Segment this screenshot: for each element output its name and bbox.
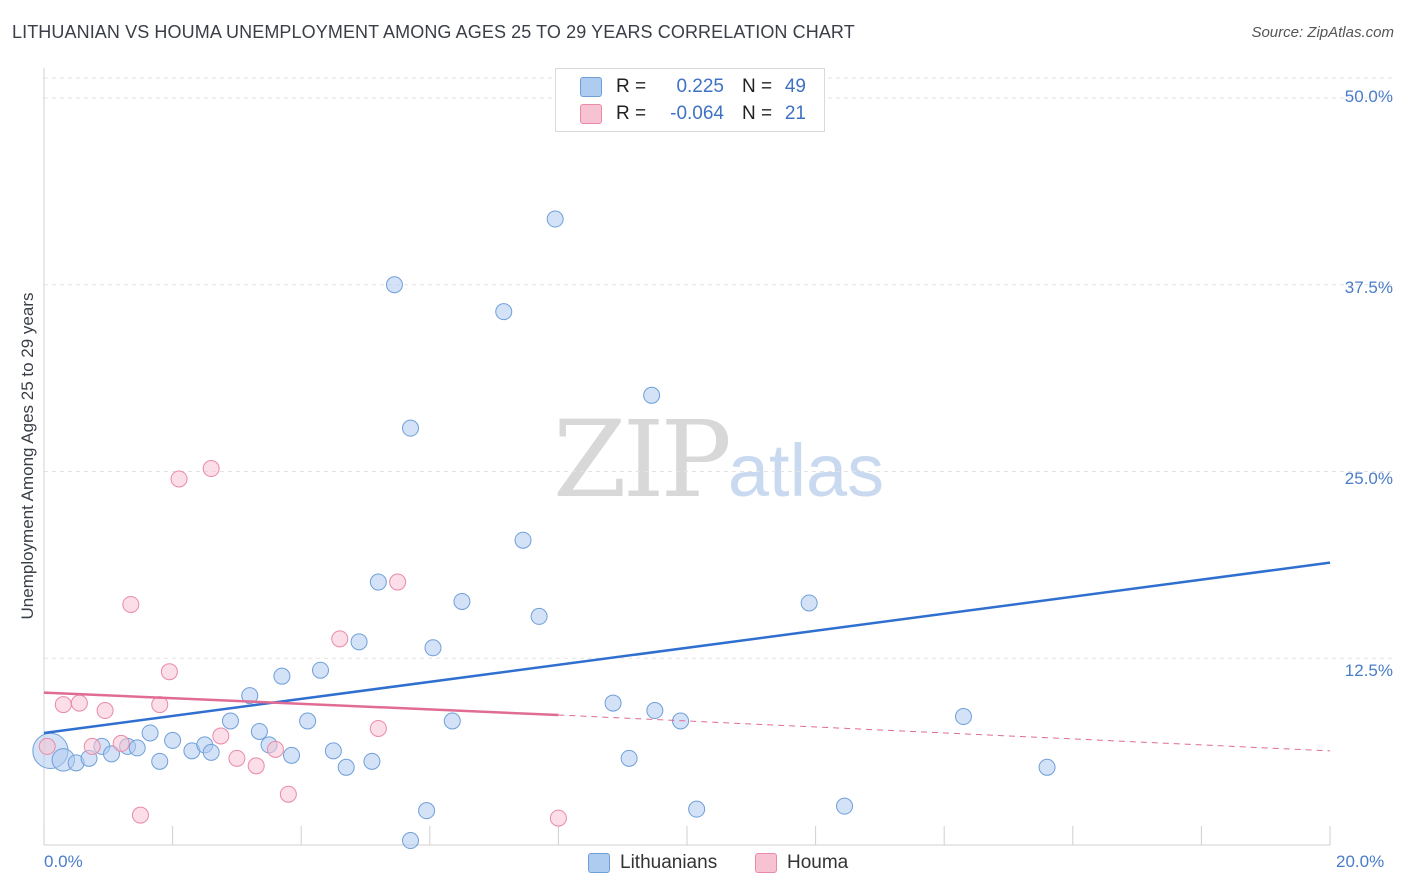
- legend-n-value: 21: [784, 103, 806, 124]
- houma-point: [331, 630, 349, 648]
- lithuanian-point: [1038, 758, 1056, 776]
- lithuanian-point: [620, 749, 638, 767]
- lithuanian-point: [530, 607, 548, 625]
- legend-swatch: [755, 853, 777, 873]
- houma-point: [83, 737, 101, 755]
- houma-point: [170, 470, 188, 488]
- chart-title: LITHUANIAN VS HOUMA UNEMPLOYMENT AMONG A…: [12, 22, 855, 42]
- lithuanian-point: [273, 667, 291, 685]
- houma-point: [131, 806, 149, 824]
- lithuanian-point: [604, 694, 622, 712]
- houma-point: [70, 694, 88, 712]
- x-tick-label: 20.0%: [1336, 852, 1385, 871]
- bottom-legend-lithuanians: Lithuanians: [588, 852, 717, 874]
- houma-point: [54, 696, 72, 714]
- lithuanian-point: [646, 702, 664, 720]
- legend-label: Houma: [787, 852, 849, 873]
- y-tick-label: 12.5%: [1344, 661, 1393, 680]
- lithuanian-point: [151, 752, 169, 770]
- houma-trend-line: [43, 691, 559, 717]
- legend-swatch: [580, 77, 602, 97]
- lithuanian-point: [299, 712, 317, 730]
- houma-point: [160, 663, 178, 681]
- houma-point: [96, 702, 114, 720]
- watermark: ZIPatlas: [553, 398, 884, 521]
- lithuanian-point: [103, 745, 121, 763]
- lithuanian-point: [643, 386, 661, 404]
- legend-r-label: R =: [616, 76, 647, 97]
- lithuanian-point: [164, 731, 182, 749]
- lithuanian-point: [424, 639, 442, 657]
- lithuanian-point: [514, 531, 532, 549]
- lithuanian-point: [202, 743, 220, 761]
- lithuanian-point: [311, 661, 329, 679]
- lithuanian-point: [385, 276, 403, 294]
- x-tick-label: 0.0%: [44, 852, 83, 871]
- lithuanian-point: [337, 758, 355, 776]
- houma-point: [369, 719, 387, 737]
- lithuanian-point: [443, 712, 461, 730]
- legend-label: Lithuanians: [620, 852, 718, 873]
- houma-point: [212, 727, 230, 745]
- legend-n-label: N =: [742, 103, 773, 124]
- y-tick-label: 25.0%: [1344, 469, 1393, 488]
- correlation-legend: R = 0.225 N = 49 R = -0.064 N = 21: [555, 68, 825, 132]
- source-label: Source: ZipAtlas.com: [1251, 24, 1394, 41]
- lithuanian-point: [495, 303, 513, 321]
- houma-trend-extension: [558, 714, 1331, 752]
- houma-point: [247, 757, 265, 775]
- y-tick-label: 37.5%: [1344, 278, 1393, 297]
- y-tick-label: 50.0%: [1344, 87, 1393, 106]
- legend-row-lithuanians: R = 0.225 N = 49: [556, 73, 806, 101]
- watermark-zip: ZIP: [553, 398, 732, 521]
- lithuanian-point: [546, 210, 564, 228]
- houma-point: [38, 737, 56, 755]
- lithuanian-point: [324, 742, 342, 760]
- legend-r-value: -0.064: [670, 103, 724, 124]
- lithuanian-point: [350, 633, 368, 651]
- lithuanian-trend-line: [43, 561, 1331, 735]
- watermark-atlas: atlas: [727, 429, 885, 512]
- lithuanian-point: [418, 802, 436, 820]
- houma-point: [389, 573, 407, 591]
- lithuanian-point: [241, 687, 259, 705]
- legend-n-value: 49: [784, 76, 806, 97]
- lithuanian-point: [283, 746, 301, 764]
- houma-point: [266, 740, 284, 758]
- houma-point: [228, 749, 246, 767]
- lithuanian-point: [836, 797, 854, 815]
- legend-swatch: [588, 853, 610, 873]
- legend-n-label: N =: [742, 76, 773, 97]
- lithuanian-point: [221, 712, 239, 730]
- lithuanian-point: [453, 592, 471, 610]
- y-axis-label: Unemployment Among Ages 25 to 29 years: [18, 292, 37, 620]
- lithuanian-point: [141, 724, 159, 742]
- lithuanian-point: [369, 573, 387, 591]
- houma-point: [122, 595, 140, 613]
- lithuanian-point: [688, 800, 706, 818]
- houma-point: [202, 460, 220, 478]
- lithuanian-point: [800, 594, 818, 612]
- houma-point: [549, 809, 567, 827]
- legend-row-houma: R = -0.064 N = 21: [556, 100, 806, 128]
- lithuanian-point: [402, 832, 420, 850]
- bottom-legend-houma: Houma: [755, 852, 848, 874]
- legend-r-value: 0.225: [676, 76, 724, 97]
- houma-point: [112, 734, 130, 752]
- lithuanian-point: [402, 419, 420, 437]
- lithuanian-point: [954, 708, 972, 726]
- lithuanian-point: [363, 752, 381, 770]
- lithuanian-point: [250, 722, 268, 740]
- legend-swatch: [580, 104, 602, 124]
- houma-point: [279, 785, 297, 803]
- legend-r-label: R =: [616, 103, 647, 124]
- lithuanian-point: [128, 739, 146, 757]
